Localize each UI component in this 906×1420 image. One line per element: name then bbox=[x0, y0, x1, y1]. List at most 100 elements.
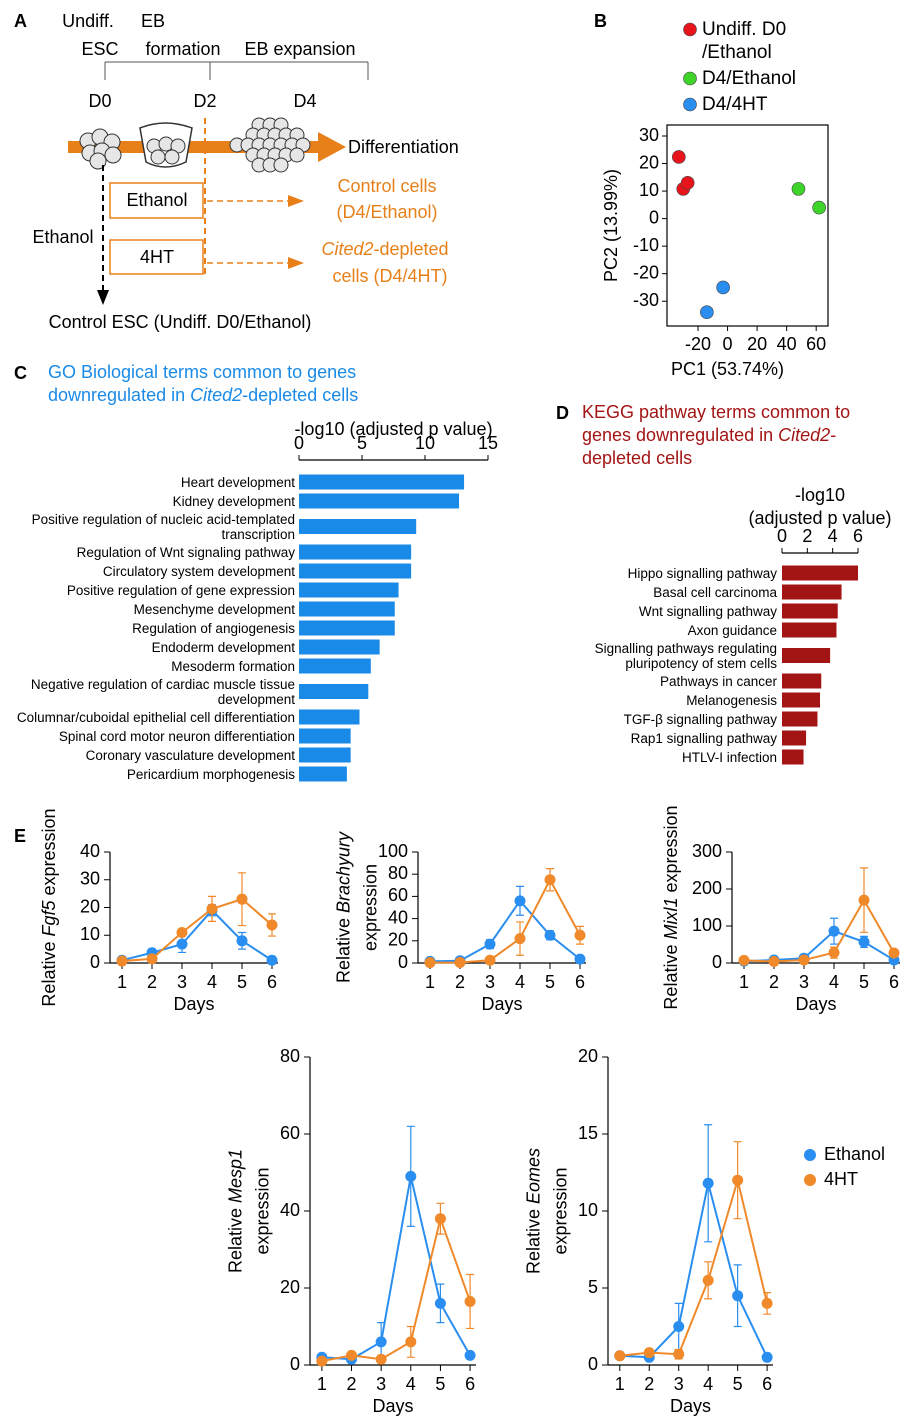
gene-name: Cited2 bbox=[321, 239, 373, 259]
y-tick-label: 0 bbox=[588, 1354, 598, 1374]
x-tick-label: 4 bbox=[829, 972, 839, 992]
point bbox=[575, 954, 586, 965]
point bbox=[465, 1296, 476, 1307]
category-label: Melanogenesis bbox=[552, 693, 777, 708]
x-tick-label: 2 bbox=[455, 972, 465, 992]
day-label: D4 bbox=[293, 91, 316, 111]
stage-label: EB expansion bbox=[244, 39, 355, 59]
day-label: D0 bbox=[88, 91, 111, 111]
arrow-head bbox=[97, 290, 109, 305]
point bbox=[515, 933, 526, 944]
bar bbox=[782, 750, 804, 765]
y-axis-label-part: Relative bbox=[225, 1203, 245, 1273]
bar bbox=[299, 621, 395, 636]
bar bbox=[782, 566, 858, 581]
point bbox=[673, 1321, 684, 1332]
y-tick-label: 40 bbox=[80, 841, 100, 861]
plot-frame bbox=[667, 125, 828, 326]
category-label: Negative regulation of cardiac muscle ti… bbox=[3, 677, 295, 707]
point bbox=[405, 1336, 416, 1347]
legend-label: Ethanol bbox=[824, 1144, 885, 1164]
day-label: D2 bbox=[193, 91, 216, 111]
stage-label: EB bbox=[141, 11, 165, 31]
point bbox=[732, 1290, 743, 1301]
y-tick-label: 5 bbox=[588, 1277, 598, 1297]
cell bbox=[151, 150, 165, 164]
point bbox=[799, 955, 810, 966]
bar bbox=[782, 674, 821, 689]
x-axis-label: -log10 (adjusted p value) bbox=[294, 419, 492, 439]
y-axis-label: expression bbox=[252, 1167, 272, 1254]
x-tick-label: 3 bbox=[674, 1374, 684, 1394]
bar bbox=[782, 623, 836, 638]
arrow-head bbox=[288, 195, 304, 207]
chart-title: KEGG pathway terms common to genes downr… bbox=[582, 401, 902, 470]
x-tick-label: 3 bbox=[376, 1374, 386, 1394]
gene-name: Fgf5 bbox=[39, 900, 59, 937]
point bbox=[672, 150, 685, 163]
side-treatment: Ethanol bbox=[32, 227, 93, 247]
y-tick-label: 20 bbox=[80, 896, 100, 916]
category-label: Pericardium morphogenesis bbox=[3, 767, 295, 782]
gene-name: Brachyury bbox=[333, 831, 353, 913]
y-tick-label: 10 bbox=[578, 1200, 598, 1220]
stage-bracket bbox=[105, 62, 368, 80]
bar bbox=[299, 729, 351, 744]
y-axis-label: Relative Mesp1 bbox=[225, 1149, 245, 1273]
x-tick-label: 2 bbox=[147, 972, 157, 992]
control-esc-label: Control ESC (Undiff. D0/Ethanol) bbox=[49, 312, 312, 332]
x-tick-label: 3 bbox=[485, 972, 495, 992]
y-tick-label: 100 bbox=[692, 915, 722, 935]
x-axis-label: Days bbox=[795, 994, 836, 1014]
panel-label: E bbox=[14, 826, 26, 846]
y-axis-label: Relative Mixl1 expression bbox=[661, 805, 681, 1009]
y-tick-label: 0 bbox=[90, 952, 100, 972]
outcome-label-part: -depleted bbox=[373, 239, 448, 259]
x-tick-label: 6 bbox=[762, 1374, 772, 1394]
y-axis-label-part: expression bbox=[661, 805, 681, 897]
point bbox=[177, 939, 188, 950]
category-label: Coronary vasculature development bbox=[3, 748, 295, 763]
series-line bbox=[620, 1180, 767, 1356]
point bbox=[700, 306, 713, 319]
x-tick-label: 2 bbox=[644, 1374, 654, 1394]
cell bbox=[274, 158, 288, 172]
x-tick-label: 2 bbox=[802, 526, 812, 546]
y-tick-label: 15 bbox=[578, 1123, 598, 1143]
x-tick-label: 4 bbox=[515, 972, 525, 992]
y-tick-label: 30 bbox=[80, 869, 100, 889]
cell bbox=[165, 150, 179, 164]
x-axis-label: Days bbox=[481, 994, 522, 1014]
y-axis-label-part: Relative bbox=[523, 1204, 543, 1274]
x-tick-label: 3 bbox=[799, 972, 809, 992]
x-tick-label: 0 bbox=[723, 334, 733, 354]
x-tick-label: 3 bbox=[177, 972, 187, 992]
y-tick-label: 300 bbox=[692, 841, 722, 861]
panel-label: C bbox=[14, 363, 27, 383]
bar bbox=[782, 585, 842, 600]
y-tick-label: 20 bbox=[639, 152, 659, 172]
point bbox=[717, 281, 730, 294]
point bbox=[435, 1298, 446, 1309]
outcome-label: cells (D4/4HT) bbox=[332, 266, 447, 286]
y-tick-label: 100 bbox=[378, 841, 408, 861]
y-tick-label: -30 bbox=[633, 290, 659, 310]
x-tick-label: 1 bbox=[317, 1374, 327, 1394]
point bbox=[346, 1350, 357, 1361]
x-tick-label: 6 bbox=[465, 1374, 475, 1394]
category-label: Signalling pathways regulating pluripote… bbox=[552, 641, 777, 671]
point bbox=[703, 1178, 714, 1189]
gene-name: Mixl1 bbox=[661, 898, 681, 940]
y-axis-label-part: Relative bbox=[661, 940, 681, 1010]
category-label: HTLV-I infection bbox=[552, 750, 777, 765]
category-label: Mesenchyme development bbox=[3, 602, 295, 617]
cell bbox=[290, 148, 304, 162]
panel-label: D bbox=[556, 403, 569, 423]
bar bbox=[299, 602, 395, 617]
point bbox=[859, 895, 870, 906]
gene-name: Cited2 bbox=[778, 425, 830, 445]
legend-label: 4HT bbox=[824, 1169, 858, 1189]
series-line bbox=[122, 910, 272, 960]
point bbox=[681, 176, 694, 189]
category-label: Regulation of angiogenesis bbox=[3, 621, 295, 636]
